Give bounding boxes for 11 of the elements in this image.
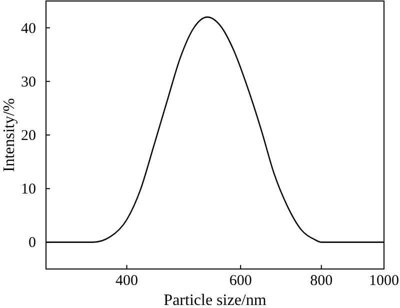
- x-tick-label: 1000: [369, 273, 399, 289]
- y-axis-title: Intensity/%: [1, 98, 18, 172]
- x-tick-label: 400: [116, 273, 138, 289]
- x-tick-label: 800: [310, 273, 333, 289]
- y-tick-label: 30: [21, 74, 36, 90]
- x-tick-label: 600: [229, 273, 252, 289]
- y-tick-label: 40: [21, 20, 36, 37]
- y-tick-label: 10: [21, 182, 36, 198]
- y-tick-label: 20: [21, 128, 36, 144]
- y-tick-label: 0: [28, 235, 36, 252]
- x-axis-title: Particle size/nm: [164, 292, 267, 308]
